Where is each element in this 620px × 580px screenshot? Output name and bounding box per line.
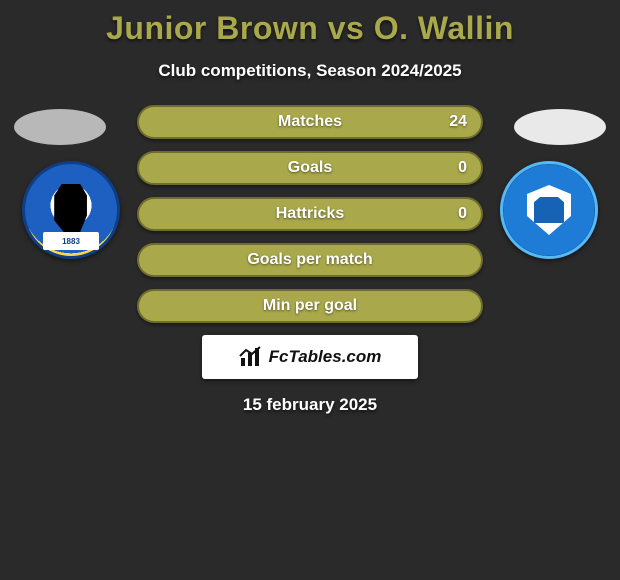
stat-label: Hattricks <box>276 205 344 223</box>
stat-bar-matches: Matches 24 <box>137 105 483 139</box>
chart-icon <box>239 346 263 368</box>
stat-value: 0 <box>458 159 467 177</box>
brand-text: FcTables.com <box>269 347 382 367</box>
stat-label: Goals <box>288 159 332 177</box>
club-crest-right <box>500 161 598 259</box>
stat-bar-goals: Goals 0 <box>137 151 483 185</box>
stat-value: 24 <box>449 113 467 131</box>
footer-date: 15 february 2025 <box>0 395 620 415</box>
stat-label: Goals per match <box>247 251 372 269</box>
stat-bars: Matches 24 Goals 0 Hattricks 0 Goals per… <box>137 105 483 323</box>
stat-value: 0 <box>458 205 467 223</box>
player-avatar-left <box>14 109 106 145</box>
stat-bar-goals-per-match: Goals per match <box>137 243 483 277</box>
comparison-stage: 1883 Matches 24 Goals 0 Hattricks 0 Goal… <box>0 105 620 415</box>
page-subtitle: Club competitions, Season 2024/2025 <box>0 61 620 81</box>
club-crest-left: 1883 <box>22 161 120 259</box>
stat-bar-min-per-goal: Min per goal <box>137 289 483 323</box>
page-title: Junior Brown vs O. Wallin <box>0 0 620 47</box>
crest-silhouette-icon <box>50 184 92 236</box>
brand-badge: FcTables.com <box>202 335 418 379</box>
crest-ribbon: 1883 <box>43 232 99 250</box>
stat-label: Matches <box>278 113 342 131</box>
stat-bar-hattricks: Hattricks 0 <box>137 197 483 231</box>
stat-label: Min per goal <box>263 297 357 315</box>
player-avatar-right <box>514 109 606 145</box>
crest-shield-icon <box>527 185 571 235</box>
